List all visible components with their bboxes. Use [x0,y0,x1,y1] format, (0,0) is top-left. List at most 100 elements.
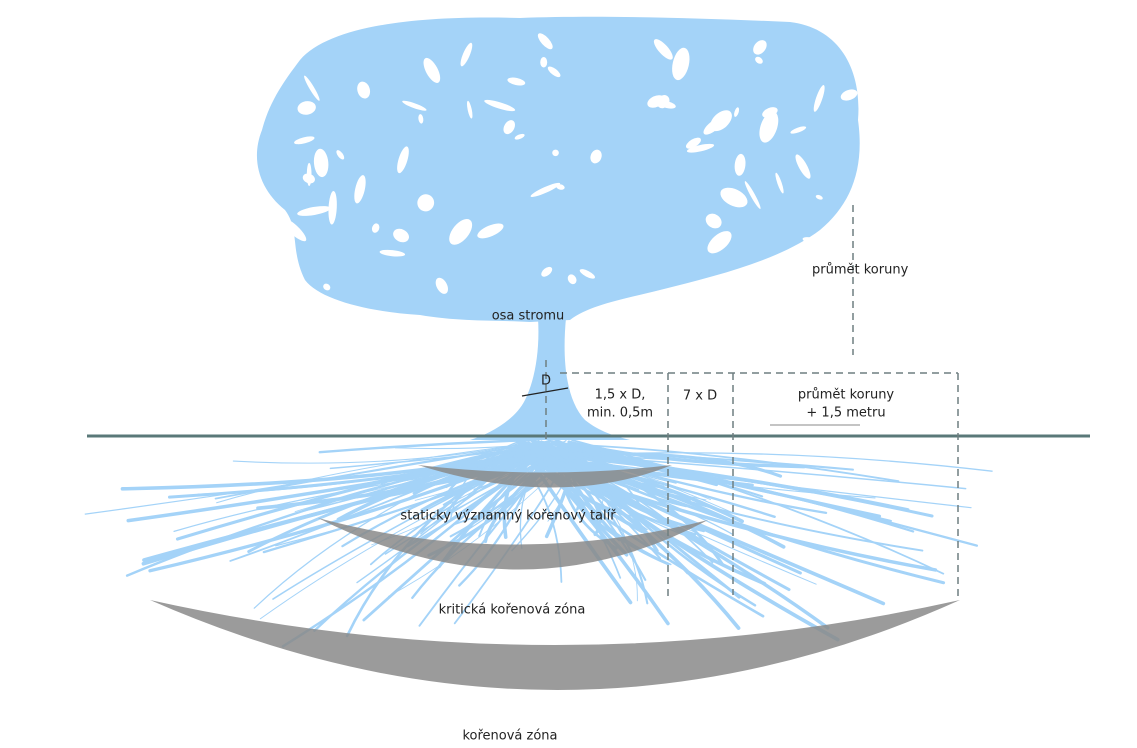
root-zone-arc [150,600,960,690]
crown-gap [702,278,723,295]
critical-zone-arc [318,518,708,570]
crown-gap [418,114,424,124]
label: kořenová zóna [462,729,557,744]
crown-gap [579,269,595,279]
root [536,443,828,514]
root [550,442,900,483]
diameter-mark [521,387,569,397]
crown-gap [393,228,409,243]
crown-gaps [281,33,858,295]
crown-gap [302,173,315,184]
crown-gap [656,95,670,109]
crown-gap [417,194,435,212]
crown-gap [547,66,561,78]
root [524,444,670,626]
label: osa stromu [492,309,565,324]
root [262,457,545,554]
root [515,439,633,605]
crown-gap [297,206,331,216]
crown-gap [514,133,525,140]
crown-gap [775,172,784,194]
root [502,456,531,539]
crown-gap [477,223,504,239]
root [125,442,538,577]
crown-gap [790,126,807,134]
crown-gap [590,149,602,164]
root-plate-arc [418,465,672,488]
crown-gap [449,219,473,245]
crown-gap [507,77,526,86]
crown-gap [541,266,553,277]
crown-gap [397,146,409,174]
label: min. 0,5m [587,406,653,421]
root [305,454,552,518]
crown-gap [734,107,740,117]
crown-gap [567,274,577,285]
crown-gap [313,148,329,178]
crown-gap [685,137,701,149]
label: 7 x D [683,389,717,404]
crown-gap [759,111,779,143]
crown-gap [371,223,380,233]
crown-gap [755,56,763,64]
root [216,444,519,504]
root [294,458,537,513]
crown-gap [402,100,427,111]
crown-gap [537,33,553,50]
crown-gap [530,182,561,198]
crown-gap [813,85,825,112]
root [567,440,806,469]
crown-gap [540,56,548,68]
root [521,441,741,630]
crown-gap [357,81,371,99]
label: D [541,374,551,389]
label: průmět koruny [798,388,895,403]
crown-gap [705,213,722,229]
crown-gap [720,187,748,208]
crown-gap [795,154,811,179]
crown-gap [297,101,316,115]
tree-crown [256,16,860,322]
root [542,452,783,478]
root [449,442,572,467]
crown-gap [815,194,823,200]
crown-gap [294,136,315,145]
label: průmět koruny [812,263,909,278]
crown-gap [653,39,673,60]
crown-gap [707,231,732,254]
label: + 1,5 metru [806,406,885,421]
crown-gap [838,238,853,256]
crown-gap [484,99,516,112]
root [167,449,569,499]
label: 1,5 x D, [595,388,646,403]
crown-gap [354,175,366,204]
crown-gap [323,283,331,291]
crown-gap [734,153,746,176]
crown-gap [466,100,473,119]
crown-gap [281,218,307,242]
label: staticky významný kořenový talíř [400,509,616,524]
crown-gap [435,277,448,294]
crown-gap [328,190,337,225]
tree-trunk [470,318,630,440]
root [522,441,830,630]
root [120,453,518,491]
root [318,438,534,454]
crown-gap [672,47,690,81]
root [531,447,786,549]
crown-gap [423,57,441,83]
crown-gap [379,249,406,257]
crown-gap [710,110,732,132]
crown-gap [552,149,559,157]
crown-gap [336,150,345,160]
crown-gap [304,75,320,101]
crown-gap [503,120,515,135]
crown-gap [460,42,473,67]
root [550,440,882,518]
root [523,442,714,564]
root [362,441,565,622]
crown-gap [753,40,767,55]
root [232,442,531,464]
crown-gap [744,181,761,209]
